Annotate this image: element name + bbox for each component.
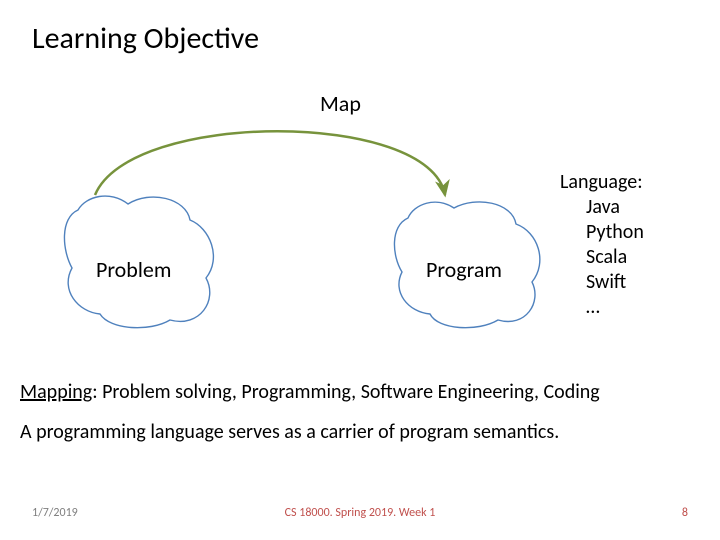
language-item: Java [586, 195, 644, 220]
language-item: Python [586, 220, 644, 245]
slide-title: Learning Objective [32, 20, 259, 57]
mapping-prefix: Mapping [20, 380, 92, 404]
mapping-rest: : Problem solving, Programming, Software… [92, 380, 600, 404]
footer-page: 8 [682, 506, 688, 520]
problem-label: Problem [96, 256, 171, 283]
footer-center: CS 18000. Spring 2019. Week 1 [0, 506, 720, 520]
language-block: Language: Java Python Scala Swift … [560, 170, 644, 320]
language-item: Swift [586, 270, 644, 295]
language-item: … [586, 295, 644, 320]
mapping-line: Mapping: Problem solving, Programming, S… [20, 380, 600, 404]
map-arc [95, 131, 445, 195]
program-label: Program [426, 256, 502, 283]
slide: Learning Objective Map Problem Program L… [0, 0, 720, 540]
language-heading: Language: [560, 170, 644, 195]
map-label: Map [320, 90, 361, 117]
carrier-line: A programming language serves as a carri… [20, 420, 559, 444]
language-item: Scala [586, 245, 644, 270]
